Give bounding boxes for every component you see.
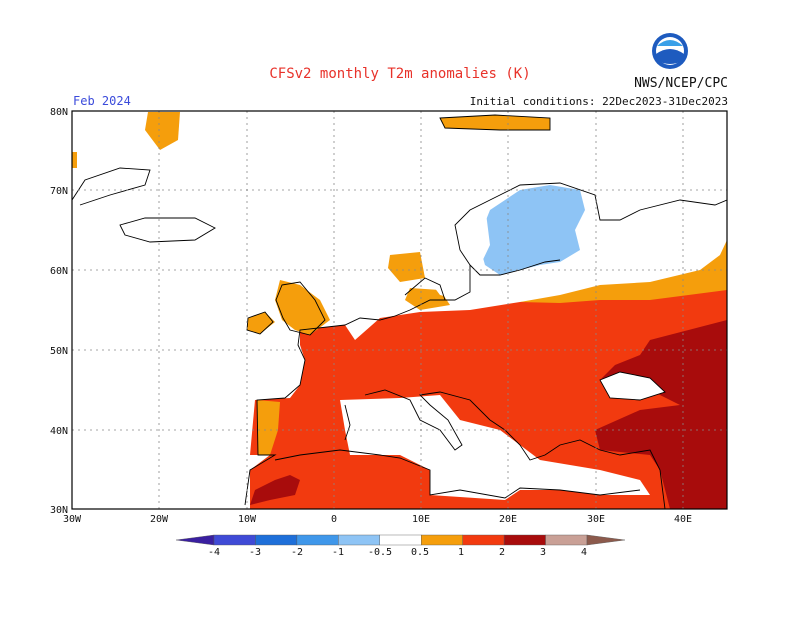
lon-label: 20E: [499, 514, 517, 525]
colorbar-tick-label: 0.5: [411, 547, 429, 558]
coastline-great-britain: [275, 281, 326, 336]
anomaly-0p5-to-1-region-britain: [275, 280, 330, 335]
lon-label: 0: [331, 514, 337, 525]
agency-label: NWS/NCEP/CPC: [634, 76, 728, 91]
anomaly-0p5-to-1-region-iberia: [257, 400, 280, 455]
anomaly-0p5-to-1-region-greenland-coast: [145, 112, 180, 150]
colorbar-swatch: [586, 534, 626, 546]
anomaly-0p5-to-1-region-russia: [520, 240, 727, 303]
lat-label: 30N: [50, 505, 68, 516]
colorbar-tick-label: 3: [540, 547, 546, 558]
lon-label: 10W: [238, 514, 257, 525]
anomaly-0p5-to-1-region-denmark: [405, 288, 450, 310]
colorbar-swatch: [175, 534, 215, 546]
colorbar-tick-label: -3: [249, 547, 261, 558]
gridlines: [72, 111, 727, 509]
anomaly-0p5-to-1-region-norway: [388, 252, 425, 282]
colorbar-tick-label: -2: [291, 547, 303, 558]
coastlines: [72, 114, 727, 509]
neutral-region-mediterranean: [340, 395, 650, 500]
lon-label: 30E: [587, 514, 605, 525]
colorbar-swatch: [338, 534, 380, 546]
anomaly-2-to-3-region-east: [595, 320, 727, 509]
colorbar-swatch: [462, 534, 505, 546]
colorbar-tick-label: 1: [458, 547, 464, 558]
anomaly-0p5-to-1-region-svalbard: [440, 115, 550, 130]
coastline-greenland: [72, 167, 151, 206]
colorbar-labels: -4 -3 -2 -1 -0.5 0.5 1 2 3 4: [208, 547, 587, 558]
colorbar-swatch: [421, 534, 463, 546]
colorbar-swatch: [255, 534, 298, 546]
colorbar-tick-label: -4: [208, 547, 220, 558]
longitude-labels: 30W 20W 10W 0 10E 20E 30E 40E: [63, 514, 692, 525]
coastline-svalbard: [439, 114, 551, 131]
neutral-region-norway-sweden: [418, 195, 490, 300]
lon-label: 10E: [412, 514, 430, 525]
initial-conditions-label: Initial conditions: 22Dec2023-31Dec2023: [469, 95, 728, 108]
coastline-iceland: [119, 217, 216, 243]
noaa-logo-icon: [652, 33, 688, 69]
anomaly-0p5-to-1-region-greenland: [72, 152, 77, 168]
coastline-main: [244, 182, 727, 506]
colorbar-swatch: [296, 534, 339, 546]
anomaly-field: [72, 111, 727, 509]
lat-label: 50N: [50, 346, 68, 357]
lon-label: 30W: [63, 514, 82, 525]
lon-label: 40E: [674, 514, 692, 525]
map-title: CFSv2 monthly T2m anomalies (K): [269, 66, 531, 82]
lat-label: 60N: [50, 266, 68, 277]
colorbar-tick-label: -0.5: [368, 547, 392, 558]
valid-month-label: Feb 2024: [73, 94, 131, 108]
coastline-baltic: [469, 259, 561, 276]
coastline-north-africa: [274, 449, 641, 499]
colorbar-tick-label: 4: [581, 547, 587, 558]
anomaly-2-to-3-region-morocco: [250, 475, 300, 505]
colorbar-swatch: [213, 534, 256, 546]
lon-label: 20W: [150, 514, 169, 525]
coastline-denmark: [404, 277, 446, 301]
anomaly-neg-0p5-to-1-region-scandinavia: [478, 185, 585, 275]
colorbar-swatch: [545, 534, 588, 546]
anomaly-0p5-to-1-region-ireland: [247, 312, 275, 334]
coastline-black-sea: [599, 371, 666, 401]
lat-label: 80N: [50, 107, 68, 118]
coastline-sardinia: [344, 404, 351, 441]
latitude-labels: 80N 70N 60N 50N 40N 30N: [50, 107, 68, 516]
lat-label: 70N: [50, 186, 68, 197]
colorbar-tick-label: 2: [499, 547, 505, 558]
colorbar-swatch: [503, 534, 546, 546]
colorbar-legend: [175, 534, 626, 546]
colorbar-swatch: [379, 534, 422, 546]
neutral-region-black-sea: [600, 372, 665, 400]
map-frame: [71, 110, 728, 510]
lat-label: 40N: [50, 426, 68, 437]
coastline-mediterranean-north: [364, 389, 666, 509]
colorbar-tick-label: -1: [332, 547, 344, 558]
